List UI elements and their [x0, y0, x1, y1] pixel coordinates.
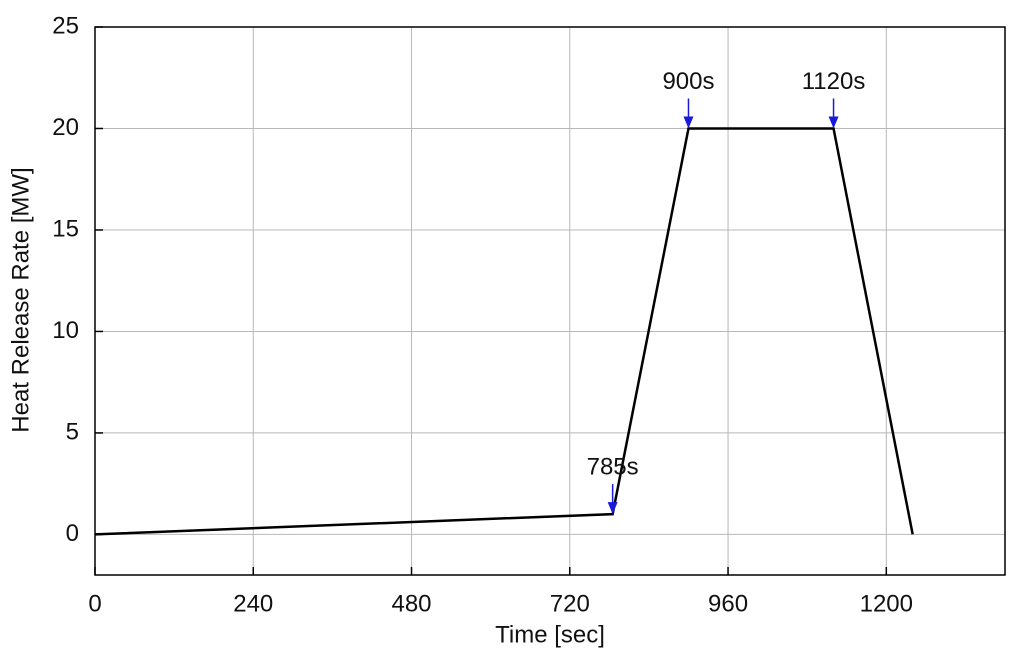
y-tick-label: 20: [52, 114, 79, 141]
x-tick-label: 0: [88, 590, 101, 617]
annotation-arrow-head: [607, 502, 618, 515]
annotation: 900s: [662, 68, 714, 95]
x-tick-label: 720: [550, 590, 590, 617]
y-tick-label: 25: [52, 12, 79, 39]
y-tick-label: 5: [66, 418, 79, 445]
annotation-arrow-head: [828, 116, 839, 129]
y-tick-label: 10: [52, 317, 79, 344]
x-tick-label: 480: [391, 590, 431, 617]
x-tick-label: 960: [708, 590, 748, 617]
plot-frame: [94, 26, 1006, 576]
y-axis-label: Heat Release Rate [MW]: [7, 167, 34, 432]
x-axis-label: Time [sec]: [495, 621, 605, 648]
annotation: 785s: [587, 453, 639, 480]
y-tick-label: 15: [52, 215, 79, 242]
data-line: [94, 127, 914, 536]
x-tick-label: 1200: [860, 590, 913, 617]
x-tick-label: 240: [233, 590, 273, 617]
y-tick-label: 0: [66, 520, 79, 547]
annotation-arrow-head: [683, 116, 694, 129]
annotation: 1120s: [802, 68, 866, 95]
